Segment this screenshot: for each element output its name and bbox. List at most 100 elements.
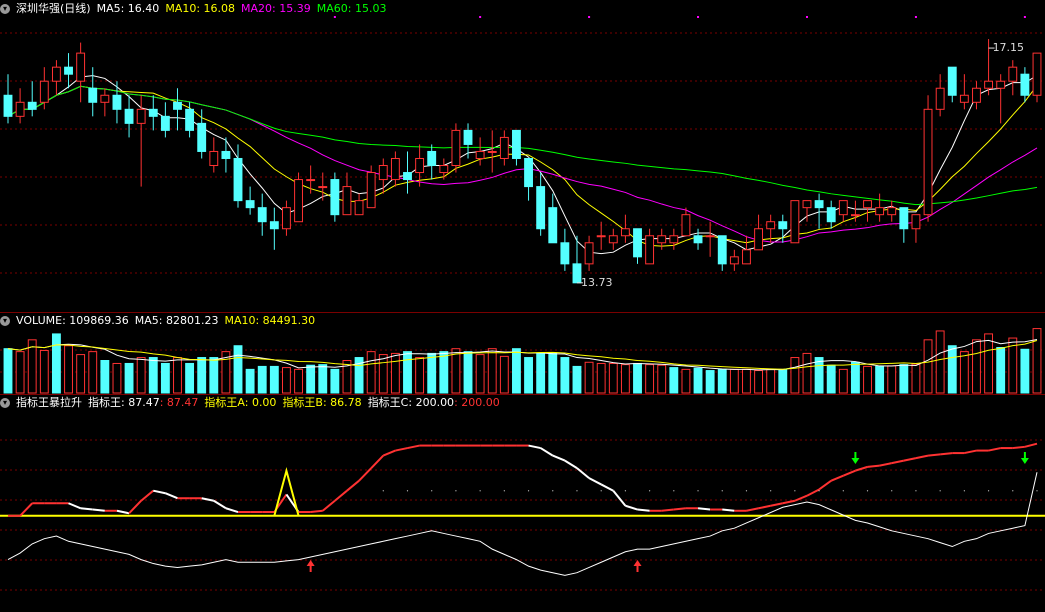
indicator-panel-header: ▾ 指标王暴拉升 指标王: 87.47: 87.47 指标王A: 0.00 指标王B: …: [0, 396, 506, 410]
candle-body: [1020, 73, 1030, 96]
indicator-dot: [1012, 490, 1014, 492]
signal-tick: [479, 16, 482, 18]
candle-body: [282, 207, 291, 230]
candle-body: [160, 115, 170, 131]
collapse-arrow-icon[interactable]: ▾: [0, 4, 10, 14]
volume-bar: [173, 357, 182, 394]
volume-bar: [463, 351, 473, 394]
candle-body: [947, 66, 957, 96]
indicator-dot: [794, 490, 796, 492]
candle-body: [536, 186, 546, 230]
candle-body: [451, 129, 461, 167]
candle-body: [826, 207, 836, 223]
indicator-main-line: [746, 507, 759, 512]
indicator-main-line: [867, 464, 880, 468]
candle-body: [923, 108, 933, 216]
volume-bar: [899, 364, 909, 394]
volume-bar: [3, 348, 13, 394]
candle-body: [427, 150, 437, 167]
candle-body: [499, 136, 509, 159]
volume-bar: [996, 347, 1006, 394]
volume-bar: [693, 367, 703, 394]
ma5-line: [7, 75, 1038, 255]
volume-bar: [197, 357, 207, 394]
volume-bar: [366, 351, 376, 394]
volume-bar: [330, 368, 340, 394]
candle-body: [463, 129, 473, 145]
volume-bar: [100, 360, 110, 394]
volume-bar: [27, 339, 37, 394]
indicator-main-line: [673, 507, 687, 511]
candle-body: [1032, 52, 1042, 96]
volume-bar: [160, 362, 170, 394]
panel-divider: [0, 394, 1045, 395]
ma60-label: MA60: 15.03: [316, 2, 387, 15]
candle-body: [415, 157, 425, 174]
collapse-arrow-icon[interactable]: ▾: [0, 398, 10, 408]
volume-bar: [887, 365, 897, 394]
indicator-main-line: [322, 499, 336, 512]
volume-bar: [354, 357, 364, 394]
indicator-main-line: [1024, 442, 1038, 448]
indicator-dot: [649, 490, 651, 492]
indicator-dot: [503, 490, 505, 492]
indicator-dot: [673, 490, 675, 492]
collapse-arrow-icon[interactable]: ▾: [0, 316, 10, 326]
panel-divider: [0, 312, 1045, 313]
candle-body: [366, 172, 376, 209]
volume-bar: [911, 363, 921, 394]
indicator-main-line: [661, 508, 674, 512]
candle-body: [112, 94, 122, 110]
ma5-label: MA5: 16.40: [96, 2, 160, 15]
volume-bar: [15, 351, 25, 394]
candle-body: [620, 228, 630, 237]
main-panel-header: ▾ 深圳华强(日线) MA5: 16.40 MA10: 16.08 MA20: 15.3…: [0, 2, 392, 16]
indicator-main-line: [770, 502, 783, 507]
volume-bar: [984, 333, 994, 394]
volume-bar: [185, 362, 195, 394]
volume-ma10-line: [7, 340, 1038, 370]
volume-bar: [475, 354, 485, 394]
volume-bar: [972, 339, 981, 394]
vol-ma10-label: MA10: 84491.30: [224, 314, 316, 327]
indicator-dot: [1036, 490, 1038, 492]
indicator-main-line: [1012, 445, 1025, 450]
volume-bar: [342, 360, 352, 394]
indicator-main-line: [915, 454, 929, 460]
indicator-main-line: [818, 479, 832, 491]
indicator-a-spike: [273, 466, 300, 517]
volume-bar: [875, 365, 885, 394]
indicator-main-line: [564, 459, 578, 469]
candle-body: [996, 80, 1006, 89]
candle-body: [584, 242, 594, 265]
indicator-main-line: [903, 457, 917, 462]
candle-body: [269, 221, 279, 230]
indicator-dot: [552, 490, 554, 492]
candle-body: [657, 235, 667, 244]
indicator-dot: [600, 490, 602, 492]
volume-bar: [1032, 328, 1042, 394]
candle-body: [729, 256, 739, 265]
candle-body: [935, 87, 945, 110]
candle-body: [27, 101, 37, 110]
volume-bar: [947, 345, 957, 394]
candle-body: [899, 207, 909, 230]
indicator-main-line: [964, 449, 977, 455]
volume-bar: [245, 368, 255, 394]
candle-body: [560, 242, 570, 265]
volume-bar: [88, 351, 98, 394]
candle-body: [318, 186, 328, 189]
candle-body: [136, 108, 146, 124]
buy-arrow-icon: [306, 560, 315, 566]
indicator-main-line: [382, 449, 396, 457]
volume-bar: [136, 357, 146, 394]
candle-body: [838, 200, 848, 216]
indicator-main-line: [722, 508, 735, 512]
volume-bar: [596, 362, 606, 394]
indicator-main-line: [637, 508, 650, 512]
indicator-dot: [915, 490, 917, 492]
ma20-line: [7, 85, 1038, 243]
volume-bar: [487, 348, 497, 394]
candle-body: [633, 228, 642, 258]
